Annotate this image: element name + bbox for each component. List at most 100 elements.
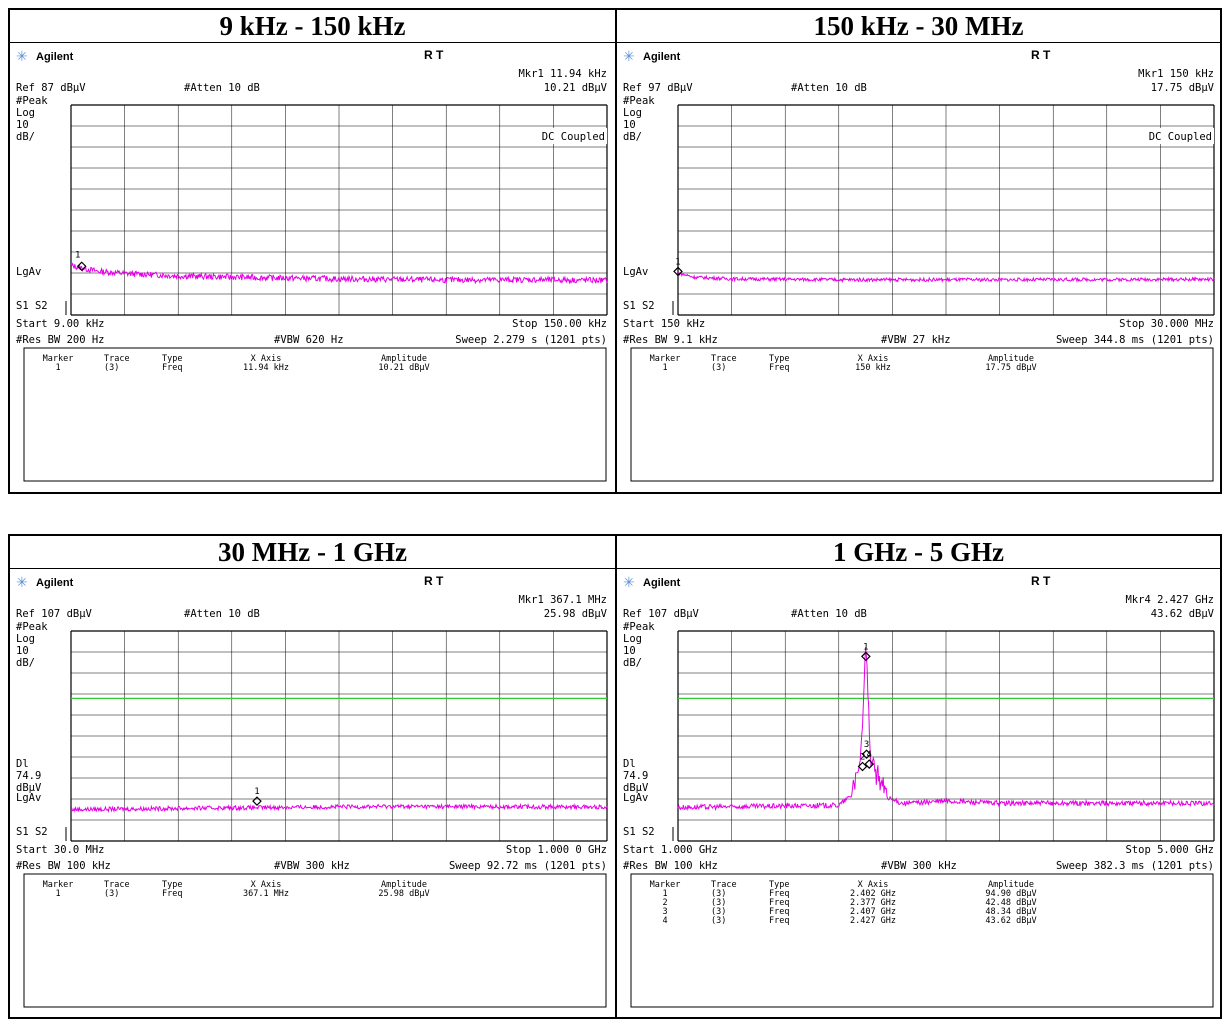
- analyzer-screen: ✳ Agilent R T Mkr4 2.427 GHz Ref 107 dBµV #At…: [621, 571, 1216, 1011]
- trace-line: [70, 262, 608, 285]
- spark-icon: ✳: [16, 49, 28, 65]
- marker-label: 3: [864, 740, 869, 750]
- marker-diamond: [673, 266, 683, 277]
- scale-label: 10: [623, 119, 636, 131]
- display-line-label: Dl: [623, 758, 636, 770]
- start-freq: Start 150 kHz: [623, 318, 705, 330]
- marker-table-box: [630, 873, 1214, 1008]
- marker-readout-freq: Mkr1 11.94 kHz: [518, 68, 607, 80]
- marker-table-box: [23, 873, 607, 1008]
- lgav-label: LgAv: [623, 792, 648, 804]
- marker-table-cell: 42.48 dBµV: [985, 898, 1036, 908]
- marker-table-header: Marker: [43, 354, 74, 364]
- trace-line: [678, 270, 1215, 284]
- marker-table-header: X Axis: [251, 354, 282, 364]
- analyzer-screen: ✳ Agilent R T Mkr1 150 kHz Ref 97 dBµV #Atten…: [621, 45, 1216, 485]
- scale-label: Log: [623, 107, 642, 119]
- sweep-time: Sweep 92.72 ms (1201 pts): [449, 860, 607, 872]
- start-freq: Start 1.000 GHz: [623, 844, 718, 856]
- display-line-label: 74.9: [623, 770, 648, 782]
- res-bw: #Res BW 200 Hz: [16, 334, 105, 346]
- marker-table-header: Amplitude: [988, 354, 1034, 364]
- marker-label: 1: [254, 787, 259, 797]
- marker-table-header: X Axis: [251, 880, 282, 890]
- lgav-label: LgAv: [16, 792, 41, 804]
- agilent-logo-icon: ✳: [623, 49, 635, 65]
- marker-table-cell: 2.427 GHz: [850, 916, 896, 926]
- marker-table-header: Marker: [43, 880, 74, 890]
- marker-table-cell: 25.98 dBµV: [378, 889, 429, 899]
- vbw: #VBW 300 kHz: [274, 860, 350, 872]
- marker-table-header: Trace: [711, 354, 737, 364]
- panel-title: 150 kHz - 30 MHz: [617, 10, 1220, 43]
- marker-label: 4: [867, 750, 872, 760]
- stop-freq: Stop 1.000 0 GHz: [506, 844, 607, 856]
- marker-readout-freq: Mkr4 2.427 GHz: [1125, 594, 1214, 606]
- status-indicator: R T: [1031, 574, 1051, 588]
- marker-table-cell: 43.62 dBµV: [985, 916, 1036, 926]
- trace-line: [70, 802, 608, 813]
- scale-label: Log: [16, 107, 35, 119]
- panel-cell-2: 150 kHz - 30 MHz ✳ Agilent R T Mkr1 150 kHz…: [617, 10, 1220, 492]
- ref-level: Ref 87 dBµV: [16, 82, 86, 94]
- display-line-label: 74.9: [16, 770, 41, 782]
- scale-label: dB/: [16, 131, 35, 143]
- panel-title: 9 kHz - 150 kHz: [10, 10, 615, 43]
- res-bw: #Res BW 100 kHz: [623, 860, 718, 872]
- marker-table-cell: 94.90 dBµV: [985, 889, 1036, 899]
- marker-label: 1: [75, 250, 80, 260]
- analyzer-svg: ✳ Agilent R T Mkr1 11.94 kHz Ref 87 dBµV #Att…: [16, 48, 608, 482]
- attenuation: #Atten 10 dB: [791, 608, 867, 620]
- marker-table-box: [630, 347, 1214, 482]
- start-freq: Start 30.0 MHz: [16, 844, 105, 856]
- s1s2-label: S1 S2: [623, 826, 655, 838]
- marker-table-cell: Freq: [162, 363, 182, 373]
- spark-icon: ✳: [623, 49, 635, 65]
- marker-table-cell: (3): [104, 363, 119, 373]
- marker-table-cell: 1: [55, 363, 60, 373]
- marker-table-cell: (3): [711, 363, 726, 373]
- marker-label: 1: [863, 642, 868, 652]
- marker-readout-amp: 10.21 dBµV: [544, 82, 608, 94]
- marker-label: 2: [860, 752, 865, 762]
- marker-table-cell: 10.21 dBµV: [378, 363, 429, 373]
- marker-readout-freq: Mkr1 367.1 MHz: [518, 594, 607, 606]
- marker-diamond: [252, 796, 262, 806]
- scale-label: #Peak: [16, 95, 48, 107]
- marker-table-header: X Axis: [858, 354, 889, 364]
- s1s2-label: S1 S2: [16, 300, 48, 312]
- scale-label: #Peak: [623, 621, 655, 633]
- display-line-label: Dl: [16, 758, 29, 770]
- coupling-label: DC Coupled: [1149, 131, 1212, 143]
- panel-cell-3: 30 MHz - 1 GHz ✳ Agilent R T Mkr1 367.1 MHz…: [10, 536, 617, 1017]
- panel-title: 1 GHz - 5 GHz: [617, 536, 1220, 569]
- spark-icon: ✳: [623, 575, 635, 591]
- marker-table-header: Amplitude: [381, 880, 427, 890]
- attenuation: #Atten 10 dB: [184, 608, 260, 620]
- marker-diamond: [76, 261, 87, 272]
- sweep-time: Sweep 382.3 ms (1201 pts): [1056, 860, 1214, 872]
- attenuation: #Atten 10 dB: [184, 82, 260, 94]
- lgav-label: LgAv: [16, 266, 41, 278]
- s1s2-label: S1 S2: [623, 300, 655, 312]
- marker-table-cell: Freq: [769, 916, 789, 926]
- bottom-row-table: 30 MHz - 1 GHz ✳ Agilent R T Mkr1 367.1 MHz…: [8, 534, 1222, 1019]
- vbw: #VBW 620 Hz: [274, 334, 344, 346]
- marker-readout-amp: 43.62 dBµV: [1151, 608, 1215, 620]
- marker-table-header: Trace: [711, 880, 737, 890]
- panel-cell-1: 9 kHz - 150 kHz ✳ Agilent R T Mkr1 11.94 kH…: [10, 10, 617, 492]
- analyzer-screen: ✳ Agilent R T Mkr1 367.1 MHz Ref 107 dBµV #At…: [14, 571, 609, 1011]
- top-row-table: 9 kHz - 150 kHz ✳ Agilent R T Mkr1 11.94 kH…: [8, 8, 1222, 494]
- marker-table-cell: (3): [104, 889, 119, 899]
- display-line-label: dBµV: [16, 782, 42, 794]
- marker-table-cell: 1: [55, 889, 60, 899]
- marker-table-header: Marker: [650, 354, 681, 364]
- marker-table-header: Amplitude: [381, 354, 427, 364]
- marker-table-cell: (3): [711, 907, 726, 917]
- marker-diamond: [861, 749, 872, 760]
- stop-freq: Stop 150.00 kHz: [512, 318, 607, 330]
- marker-table-cell: 4: [662, 916, 667, 926]
- scale-label: 10: [16, 645, 29, 657]
- coupling-bg: [1141, 128, 1214, 144]
- scale-label: Log: [623, 633, 642, 645]
